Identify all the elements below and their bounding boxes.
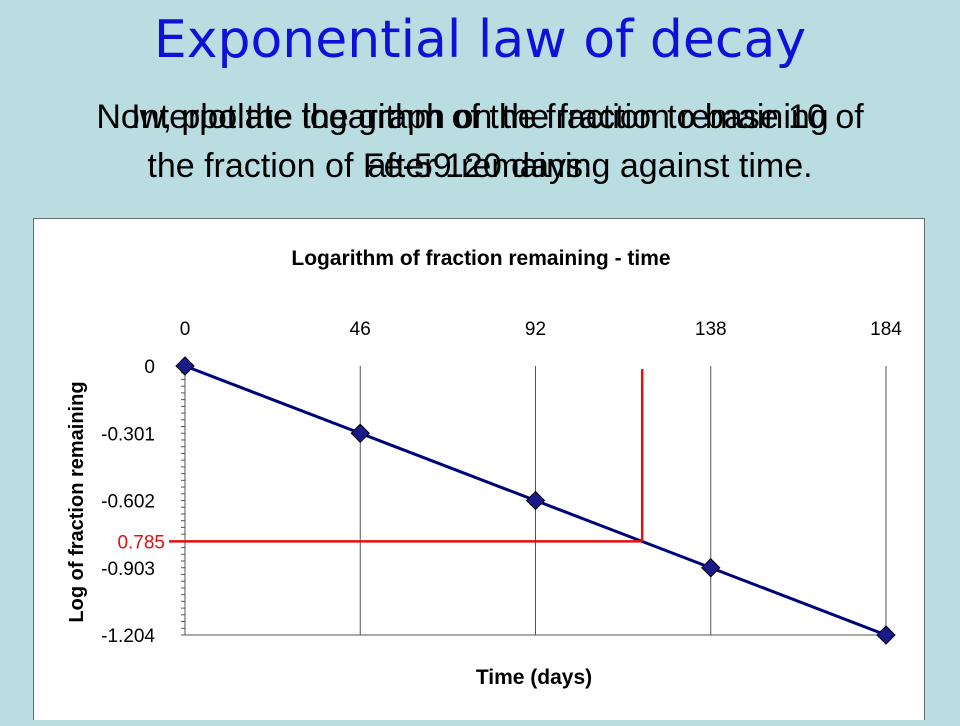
y-tick-label: -0.301 [101, 424, 155, 445]
chart-svg: Logarithm of fraction remaining - time T… [66, 247, 902, 689]
plot-layer: 0 46 92 138 184 0 -0.301 -0.602 -0.903 -1.204 0.78… [101, 319, 902, 647]
x-tick-label: 92 [525, 319, 546, 340]
x-tick-label: 0 [180, 319, 191, 340]
chart-title: Logarithm of fraction remaining - time [291, 247, 670, 270]
slide-title: Exponential law of decay [153, 10, 807, 70]
instruction-line-1a: Interpolate the graph on the fraction re… [131, 98, 829, 136]
y-tick-label: -0.602 [101, 492, 155, 513]
x-tick-label: 184 [870, 319, 902, 340]
chart-area: Logarithm of fraction remaining - time T… [33, 218, 925, 720]
instruction-line-2a: after 120 days. [367, 147, 593, 185]
instruction-line-2b: the fraction of Fe-59 remaining against … [147, 147, 813, 185]
x-tick-label: 138 [695, 319, 727, 340]
data-point-marker [175, 356, 195, 376]
data-point-marker [525, 490, 546, 511]
y-axis-label: Log of fraction remaining [66, 381, 88, 622]
data-point-marker [876, 625, 896, 645]
instruction-line-1b: Now, plot the logarithm of the fraction … [96, 98, 864, 136]
y-tick-label: -0.903 [101, 559, 155, 580]
data-point-marker [701, 558, 721, 578]
x-axis-label: Time (days) [476, 666, 592, 689]
y-tick-label: -1.204 [101, 626, 155, 647]
interpolated-value-label: 0.785 [117, 532, 165, 553]
data-point-marker [350, 423, 370, 443]
y-tick-label: 0 [144, 357, 155, 378]
x-tick-label: 46 [350, 319, 371, 340]
